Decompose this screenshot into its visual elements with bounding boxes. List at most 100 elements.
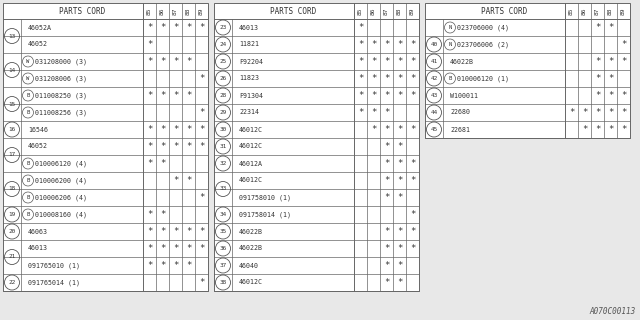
Text: B: B: [26, 110, 29, 115]
Text: 46052: 46052: [28, 42, 48, 47]
Text: *: *: [186, 23, 191, 32]
Text: *: *: [160, 125, 165, 134]
Text: 87: 87: [384, 7, 389, 15]
Text: 43: 43: [430, 93, 438, 98]
Text: 88: 88: [186, 7, 191, 15]
Text: *: *: [384, 159, 389, 168]
Text: 11821: 11821: [239, 42, 259, 47]
Text: *: *: [621, 57, 626, 66]
Text: *: *: [160, 23, 165, 32]
Text: 45: 45: [430, 127, 438, 132]
Text: 87: 87: [173, 7, 178, 15]
Text: 15: 15: [8, 101, 15, 107]
Text: 023706000 (4): 023706000 (4): [457, 24, 509, 31]
Text: 85: 85: [569, 7, 574, 15]
Text: *: *: [397, 193, 402, 202]
Text: 010006120 (4): 010006120 (4): [35, 160, 87, 167]
Text: *: *: [569, 108, 574, 117]
Text: *: *: [173, 261, 178, 270]
Text: *: *: [595, 23, 600, 32]
Text: *: *: [147, 57, 152, 66]
Text: 87: 87: [595, 7, 600, 15]
Text: *: *: [410, 57, 415, 66]
Text: *: *: [160, 210, 165, 219]
Text: *: *: [199, 74, 204, 83]
Text: *: *: [173, 57, 178, 66]
Text: W: W: [26, 59, 29, 64]
Text: 010008160 (4): 010008160 (4): [35, 211, 87, 218]
Text: *: *: [199, 244, 204, 253]
Text: 86: 86: [160, 7, 165, 15]
Text: *: *: [397, 227, 402, 236]
Text: 44: 44: [430, 110, 438, 115]
Text: *: *: [199, 125, 204, 134]
Text: *: *: [186, 57, 191, 66]
Text: 40: 40: [430, 42, 438, 47]
Text: 89: 89: [621, 7, 626, 15]
Text: 010006206 (4): 010006206 (4): [35, 194, 87, 201]
Text: 28: 28: [220, 93, 227, 98]
Text: PARTS CORD: PARTS CORD: [270, 6, 316, 15]
Text: B: B: [449, 76, 452, 81]
Text: *: *: [410, 125, 415, 134]
Text: *: *: [397, 142, 402, 151]
Text: 14: 14: [8, 68, 15, 73]
Text: *: *: [160, 244, 165, 253]
Text: *: *: [397, 125, 402, 134]
Text: *: *: [410, 91, 415, 100]
Text: 11823: 11823: [239, 76, 259, 82]
Text: *: *: [173, 23, 178, 32]
Text: *: *: [147, 159, 152, 168]
Text: *: *: [397, 40, 402, 49]
Bar: [214, 3, 419, 291]
Text: W: W: [26, 76, 29, 81]
Text: *: *: [384, 108, 389, 117]
Text: *: *: [384, 227, 389, 236]
Text: 38: 38: [220, 280, 227, 285]
Text: 010006120 (1): 010006120 (1): [457, 75, 509, 82]
Text: *: *: [582, 125, 587, 134]
Text: *: *: [384, 244, 389, 253]
Text: *: *: [173, 125, 178, 134]
Text: *: *: [358, 74, 363, 83]
Text: 86: 86: [371, 7, 376, 15]
Text: *: *: [384, 142, 389, 151]
Text: *: *: [358, 108, 363, 117]
Text: 31: 31: [220, 144, 227, 149]
Text: 26: 26: [220, 76, 227, 81]
Text: 33: 33: [220, 187, 227, 191]
Text: 22: 22: [8, 280, 15, 285]
Text: 42: 42: [430, 76, 438, 81]
Text: *: *: [595, 57, 600, 66]
Text: 85: 85: [358, 7, 363, 15]
Text: 46052A: 46052A: [28, 25, 52, 30]
Text: 32: 32: [220, 161, 227, 166]
Text: 18: 18: [8, 187, 15, 191]
Text: *: *: [410, 244, 415, 253]
Text: 091765010 (1): 091765010 (1): [28, 262, 80, 269]
Text: *: *: [397, 74, 402, 83]
Text: N: N: [449, 42, 452, 47]
Text: *: *: [173, 244, 178, 253]
Text: *: *: [371, 74, 376, 83]
Text: *: *: [199, 227, 204, 236]
Text: *: *: [384, 125, 389, 134]
Text: *: *: [371, 125, 376, 134]
Text: *: *: [199, 278, 204, 287]
Text: 24: 24: [220, 42, 227, 47]
Text: *: *: [384, 91, 389, 100]
Text: *: *: [410, 159, 415, 168]
Text: PARTS CORD: PARTS CORD: [59, 6, 105, 15]
Text: 88: 88: [397, 7, 402, 15]
Text: *: *: [608, 57, 613, 66]
Text: *: *: [173, 91, 178, 100]
Bar: [425, 3, 630, 138]
Text: *: *: [147, 227, 152, 236]
Text: *: *: [173, 142, 178, 151]
Text: *: *: [147, 91, 152, 100]
Text: 86: 86: [582, 7, 587, 15]
Text: 46012A: 46012A: [239, 161, 263, 166]
Text: *: *: [397, 244, 402, 253]
Text: *: *: [147, 40, 152, 49]
Text: *: *: [147, 23, 152, 32]
